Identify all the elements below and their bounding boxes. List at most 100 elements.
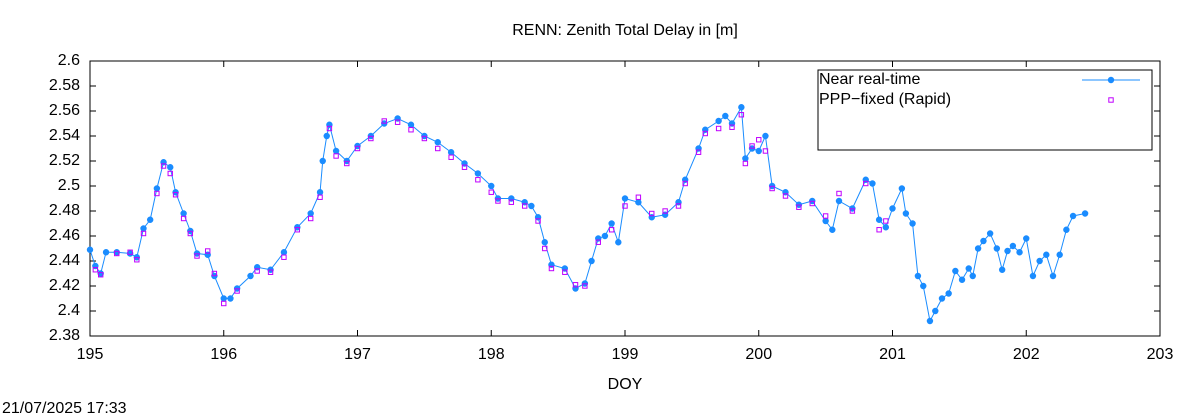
point — [461, 164, 468, 170]
point — [434, 139, 441, 146]
point — [211, 270, 218, 277]
point — [187, 230, 194, 237]
point — [267, 269, 274, 275]
point — [134, 257, 140, 263]
point — [421, 135, 428, 142]
point — [608, 227, 615, 233]
point — [234, 288, 240, 294]
point — [326, 125, 333, 132]
point — [221, 300, 227, 307]
point — [488, 182, 495, 190]
timestamp: 21/07/2025 17:33 — [2, 400, 127, 417]
point — [1004, 247, 1011, 255]
point — [829, 226, 836, 233]
point — [172, 192, 179, 198]
point — [1029, 272, 1037, 280]
y-tick-label: 2.42 — [49, 277, 80, 294]
point — [126, 250, 134, 257]
point — [920, 282, 927, 290]
point — [675, 203, 682, 209]
point — [475, 177, 481, 183]
point — [1056, 251, 1063, 258]
point — [407, 121, 415, 128]
point — [715, 125, 722, 132]
point — [281, 254, 287, 260]
point — [993, 245, 1001, 252]
point — [582, 283, 588, 289]
point — [247, 272, 254, 280]
point — [1069, 212, 1077, 220]
point — [782, 193, 789, 199]
y-tick-label: 2.46 — [49, 227, 80, 244]
point — [153, 185, 161, 192]
point — [883, 218, 889, 224]
point — [902, 210, 910, 217]
point — [769, 185, 775, 192]
x-tick-label: 199 — [612, 346, 639, 363]
point — [280, 249, 288, 256]
y-tick-label: 2.44 — [49, 252, 80, 269]
point — [97, 270, 104, 277]
point — [408, 127, 414, 133]
x-tick-label: 203 — [1147, 346, 1174, 363]
point — [1016, 249, 1023, 256]
point — [822, 213, 829, 219]
point — [180, 210, 187, 217]
point — [448, 154, 454, 160]
point — [541, 239, 548, 246]
point — [980, 237, 987, 245]
point — [588, 257, 595, 265]
point — [889, 205, 896, 212]
point — [548, 265, 555, 272]
point — [882, 224, 890, 231]
point — [756, 137, 762, 143]
point — [332, 147, 340, 155]
point — [160, 163, 167, 169]
legend-label: PPP−fixed (Rapid) — [819, 91, 951, 108]
point — [521, 203, 528, 209]
point — [381, 118, 387, 124]
y-tick-label: 2.52 — [49, 152, 80, 169]
point — [316, 189, 324, 196]
point — [508, 199, 515, 205]
point — [702, 130, 708, 137]
point — [307, 215, 314, 222]
point — [615, 239, 622, 246]
point — [102, 249, 110, 256]
point — [220, 295, 227, 302]
point — [435, 145, 441, 152]
point — [595, 239, 601, 245]
point — [682, 180, 688, 187]
point — [294, 227, 301, 233]
point — [572, 282, 579, 288]
point — [1063, 226, 1070, 233]
legend-box — [817, 69, 1153, 151]
point — [898, 185, 906, 192]
point — [742, 160, 749, 167]
point — [474, 170, 482, 177]
y-tick-label: 2.54 — [49, 127, 80, 144]
point — [742, 155, 749, 162]
point — [542, 245, 548, 252]
point — [180, 215, 187, 222]
point — [952, 267, 959, 275]
point — [1023, 235, 1030, 242]
y-tick-label: 2.48 — [49, 202, 80, 219]
point — [562, 269, 568, 275]
y-tick-label: 2.38 — [49, 327, 80, 344]
point — [909, 220, 916, 227]
point — [762, 148, 769, 154]
point — [969, 272, 976, 280]
point — [958, 276, 966, 283]
point — [368, 135, 374, 142]
point — [323, 132, 330, 140]
point — [154, 190, 160, 197]
x-tick-label: 200 — [745, 346, 772, 363]
point — [649, 210, 655, 217]
point — [635, 194, 642, 200]
point — [535, 218, 541, 224]
point — [495, 198, 501, 204]
point — [1043, 251, 1050, 258]
point — [140, 225, 147, 232]
